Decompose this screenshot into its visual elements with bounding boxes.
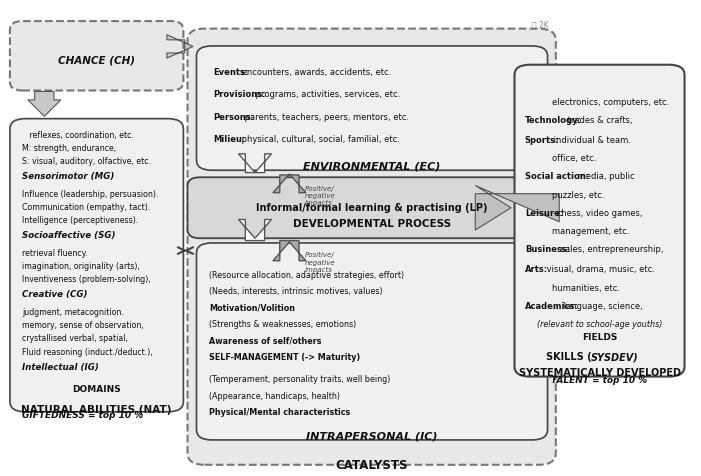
Text: language, science,: language, science, xyxy=(562,302,643,310)
Text: (Appearance, handicaps, health): (Appearance, handicaps, health) xyxy=(209,392,340,401)
Text: office, etc.: office, etc. xyxy=(552,154,597,163)
Text: (Resource allocation, adaptive strategies, effort): (Resource allocation, adaptive strategie… xyxy=(209,271,404,280)
Text: programs, activities, services, etc.: programs, activities, services, etc. xyxy=(253,90,400,99)
Text: Arts:: Arts: xyxy=(525,265,548,274)
FancyBboxPatch shape xyxy=(10,21,184,90)
Text: trades & crafts,: trades & crafts, xyxy=(565,116,632,125)
Text: reflexes, coordination, etc.: reflexes, coordination, etc. xyxy=(22,131,134,140)
Text: Social action:: Social action: xyxy=(525,172,589,181)
Text: FIELDS: FIELDS xyxy=(582,333,617,342)
Text: crystallised verbal, spatial,: crystallised verbal, spatial, xyxy=(22,335,128,343)
Text: (Temperament, personality traits, well being): (Temperament, personality traits, well b… xyxy=(209,375,390,384)
Text: SYSTEMATICALLY DEVELOPED: SYSTEMATICALLY DEVELOPED xyxy=(519,368,681,378)
Text: Influence (leadership, persuasion).: Influence (leadership, persuasion). xyxy=(22,190,158,199)
FancyBboxPatch shape xyxy=(188,177,556,238)
Text: Physical/Mental characteristics: Physical/Mental characteristics xyxy=(209,408,350,417)
Text: (Strengths & weaknesses, emotions): (Strengths & weaknesses, emotions) xyxy=(209,320,356,329)
Text: Sensorimotor (MG): Sensorimotor (MG) xyxy=(22,172,115,181)
Text: GIFTEDNESS = top 10 %: GIFTEDNESS = top 10 % xyxy=(22,411,144,420)
Text: SYSDEV): SYSDEV) xyxy=(591,352,639,362)
Polygon shape xyxy=(238,154,271,173)
Text: Communication (empathy, tact).: Communication (empathy, tact). xyxy=(22,203,151,212)
Text: retrieval fluency.: retrieval fluency. xyxy=(22,249,88,258)
FancyBboxPatch shape xyxy=(188,29,556,465)
Text: imagination, originality (arts),: imagination, originality (arts), xyxy=(22,262,140,271)
Text: Leisure:: Leisure: xyxy=(525,208,563,218)
FancyBboxPatch shape xyxy=(515,65,685,377)
Text: individual & team.: individual & team. xyxy=(551,136,631,145)
Text: media, public: media, public xyxy=(575,172,634,181)
Text: Events:: Events: xyxy=(214,68,249,77)
FancyBboxPatch shape xyxy=(10,119,184,412)
Text: Technology:: Technology: xyxy=(525,116,582,125)
Text: (Needs, interests, intrinsic motives, values): (Needs, interests, intrinsic motives, va… xyxy=(209,288,383,297)
Polygon shape xyxy=(28,91,61,116)
Text: sales, entrepreneurship,: sales, entrepreneurship, xyxy=(558,245,663,254)
Text: NATURAL ABILITIES (NAT): NATURAL ABILITIES (NAT) xyxy=(22,405,172,415)
Text: visual, drama, music, etc.: visual, drama, music, etc. xyxy=(544,265,655,274)
Text: SKILLS (: SKILLS ( xyxy=(545,352,591,362)
Text: physical, cultural, social, familial, etc.: physical, cultural, social, familial, et… xyxy=(239,135,400,144)
Polygon shape xyxy=(273,240,306,261)
Text: memory, sense of observation,: memory, sense of observation, xyxy=(22,321,144,330)
Polygon shape xyxy=(475,186,559,230)
Text: Persons:: Persons: xyxy=(214,112,254,121)
Text: Socioaffective (SG): Socioaffective (SG) xyxy=(22,231,116,240)
Text: Informal/formal learning & practising (LP): Informal/formal learning & practising (L… xyxy=(256,203,487,213)
Text: M: strength, endurance,: M: strength, endurance, xyxy=(22,144,116,153)
Text: Provisions:: Provisions: xyxy=(214,90,266,99)
Text: Business:: Business: xyxy=(525,245,570,254)
Text: judgment, metacognition.: judgment, metacognition. xyxy=(22,308,124,317)
Text: (relevant to school-age youths): (relevant to school-age youths) xyxy=(537,320,662,329)
Text: encounters, awards, accidents, etc.: encounters, awards, accidents, etc. xyxy=(239,68,391,77)
FancyBboxPatch shape xyxy=(196,46,547,170)
Text: Positive/
negative
impacts: Positive/ negative impacts xyxy=(304,252,335,273)
Text: puzzles, etc.: puzzles, etc. xyxy=(552,191,605,200)
Text: Intelligence (perceptiveness).: Intelligence (perceptiveness). xyxy=(22,216,139,225)
Text: CATALYSTS: CATALYSTS xyxy=(335,459,408,472)
Text: SELF-MANAGEMENT (-> Maturity): SELF-MANAGEMENT (-> Maturity) xyxy=(209,353,360,362)
Text: management, etc.: management, etc. xyxy=(552,228,629,237)
Text: S: visual, auditory, olfactive, etc.: S: visual, auditory, olfactive, etc. xyxy=(22,157,151,166)
Text: Milieu:: Milieu: xyxy=(214,135,246,144)
Text: ENVIRONMENTAL (EC): ENVIRONMENTAL (EC) xyxy=(304,162,441,172)
Text: Intellectual (IG): Intellectual (IG) xyxy=(22,363,100,372)
Polygon shape xyxy=(167,35,193,58)
Polygon shape xyxy=(273,174,306,193)
Text: Fluid reasoning (induct./deduct.),: Fluid reasoning (induct./deduct.), xyxy=(22,347,153,357)
Text: electronics, computers, etc.: electronics, computers, etc. xyxy=(552,98,669,107)
FancyBboxPatch shape xyxy=(196,243,547,440)
Text: Positive/
negative
impacts: Positive/ negative impacts xyxy=(304,186,335,206)
Text: Inventiveness (problem-solving),: Inventiveness (problem-solving), xyxy=(22,275,151,284)
Text: CHANCE (CH): CHANCE (CH) xyxy=(58,56,135,66)
Text: chess, video games,: chess, video games, xyxy=(554,208,643,218)
Text: Sports:: Sports: xyxy=(525,136,559,145)
Text: parents, teachers, peers, mentors, etc.: parents, teachers, peers, mentors, etc. xyxy=(243,112,409,121)
Text: Awareness of self/others: Awareness of self/others xyxy=(209,337,321,346)
Text: Ⓟ 2K: Ⓟ 2K xyxy=(532,20,548,29)
Text: Motivation/Volition: Motivation/Volition xyxy=(209,304,295,313)
Text: Creative (CG): Creative (CG) xyxy=(22,290,88,299)
Text: TALENT = top 10 %: TALENT = top 10 % xyxy=(552,376,648,385)
Text: humanities, etc.: humanities, etc. xyxy=(552,284,620,293)
Text: DEVELOPMENTAL PROCESS: DEVELOPMENTAL PROCESS xyxy=(292,219,451,229)
Text: DOMAINS: DOMAINS xyxy=(72,385,121,394)
Text: Academics:: Academics: xyxy=(525,302,578,310)
Text: INTRAPERSONAL (IC): INTRAPERSONAL (IC) xyxy=(306,431,437,441)
Polygon shape xyxy=(238,219,271,240)
